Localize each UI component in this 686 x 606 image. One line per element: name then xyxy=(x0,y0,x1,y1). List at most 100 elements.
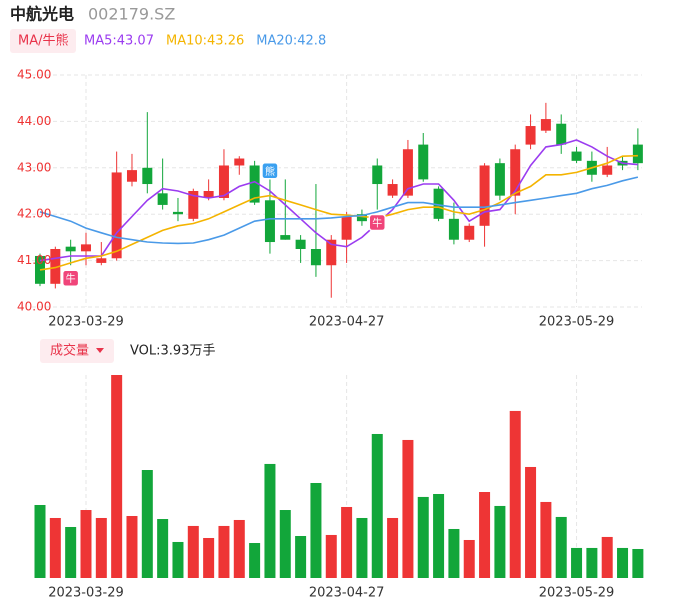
candle-body xyxy=(448,218,459,240)
candle-body xyxy=(188,191,199,219)
ma-toggle-bg[interactable] xyxy=(10,29,76,53)
volume-bar xyxy=(371,433,383,578)
volume-bar xyxy=(203,537,215,578)
candle-body xyxy=(126,170,137,182)
signal-badge xyxy=(61,269,80,287)
volume-bar xyxy=(555,516,567,578)
x-tick-label: 2023-04-27 xyxy=(309,586,385,601)
volume-bar xyxy=(509,410,521,578)
candle-body xyxy=(479,165,490,226)
candle-body xyxy=(494,163,505,196)
y-tick-label: 43.00 xyxy=(17,160,51,174)
x-tick-label: 2023-03-29 xyxy=(48,315,124,330)
y-tick-label: 44.00 xyxy=(17,114,51,128)
volume-bar xyxy=(433,493,445,578)
candle-body xyxy=(111,172,122,259)
volume-bar xyxy=(80,510,92,578)
signal-text: 牛 xyxy=(372,217,382,230)
volume-bar xyxy=(279,510,291,578)
candle-body xyxy=(326,239,337,266)
x-tick-label: 2023-04-27 xyxy=(309,315,385,330)
x-tick-label: 2023-05-29 xyxy=(539,586,615,601)
candle-body xyxy=(341,216,352,240)
candle-body xyxy=(65,246,76,252)
volume-bar xyxy=(325,534,337,578)
candle-body xyxy=(525,126,536,145)
volume-bar xyxy=(264,463,276,578)
volume-bar xyxy=(49,517,61,578)
y-tick-label: 41.00 xyxy=(17,253,51,267)
volume-bar xyxy=(402,439,414,578)
stock-name: 中航光电 xyxy=(10,5,74,24)
volume-bar xyxy=(233,519,245,578)
candle-body xyxy=(96,258,107,263)
volume-bar xyxy=(172,541,184,578)
volume-bar xyxy=(356,517,368,578)
candle-body xyxy=(203,191,214,198)
ma-line xyxy=(39,139,638,262)
candle-body xyxy=(402,149,413,196)
signal-badge xyxy=(368,213,387,232)
volume-toggle[interactable]: 成交量 xyxy=(50,343,89,359)
volume-bar xyxy=(157,519,169,578)
candle-body xyxy=(356,214,367,222)
signal-text: 熊 xyxy=(265,165,275,178)
volume-bar xyxy=(571,547,583,578)
volume-bar xyxy=(494,505,506,578)
volume-bar xyxy=(187,525,199,578)
candle-body xyxy=(556,123,567,145)
candle-body xyxy=(464,225,475,240)
volume-bar xyxy=(525,466,537,578)
volume-text: VOL:3.93万手 xyxy=(130,344,215,359)
candle-body xyxy=(510,149,521,196)
volume-bar xyxy=(249,543,261,578)
volume-bar xyxy=(387,517,399,578)
candle-body xyxy=(632,144,643,164)
candle-body xyxy=(602,165,613,175)
y-tick-label: 45.00 xyxy=(17,68,51,82)
volume-bar xyxy=(126,515,138,578)
candle-body xyxy=(310,249,321,266)
volume-bar xyxy=(218,525,230,578)
dropdown-arrow[interactable] xyxy=(96,348,104,353)
volume-bar xyxy=(111,375,123,578)
volume-bar xyxy=(141,470,153,578)
volume-bar xyxy=(65,526,77,578)
candle-body xyxy=(571,151,582,161)
candle-body xyxy=(50,249,61,284)
y-tick-label: 40.00 xyxy=(17,300,51,314)
ma-toggle[interactable]: MA/牛熊 xyxy=(18,33,69,49)
candle-body xyxy=(234,158,245,166)
volume-bar xyxy=(417,496,429,578)
candle-body xyxy=(80,244,91,252)
candle-body xyxy=(540,119,551,131)
candle-body xyxy=(387,184,398,196)
volume-bar xyxy=(448,528,460,578)
candle-body xyxy=(433,188,444,219)
volume-bar xyxy=(617,547,629,578)
volume-bar xyxy=(34,504,46,578)
ma-line xyxy=(39,176,639,245)
legend-entry: MA10:43.26 xyxy=(166,34,244,49)
candle-body xyxy=(249,165,260,203)
signal-text: 牛 xyxy=(66,272,76,285)
candle-body xyxy=(172,211,183,215)
volume-toggle-bg[interactable] xyxy=(40,339,114,363)
signal-badge xyxy=(261,162,279,180)
volume-bar xyxy=(95,517,107,578)
y-tick-label: 42.00 xyxy=(17,207,51,221)
legend-entry: MA5:43.07 xyxy=(84,34,154,49)
volume-bar xyxy=(632,548,644,578)
legend-entry: MA20:42.8 xyxy=(256,34,326,49)
volume-bar xyxy=(463,539,475,578)
volume-bar xyxy=(341,506,353,578)
candle-body xyxy=(264,200,275,243)
stock-code: 002179.SZ xyxy=(88,5,175,24)
candle-body xyxy=(218,165,229,198)
x-tick-label: 2023-05-29 xyxy=(539,315,615,330)
volume-bar xyxy=(310,482,322,578)
candle-body xyxy=(157,193,168,205)
candle-body xyxy=(280,235,291,240)
